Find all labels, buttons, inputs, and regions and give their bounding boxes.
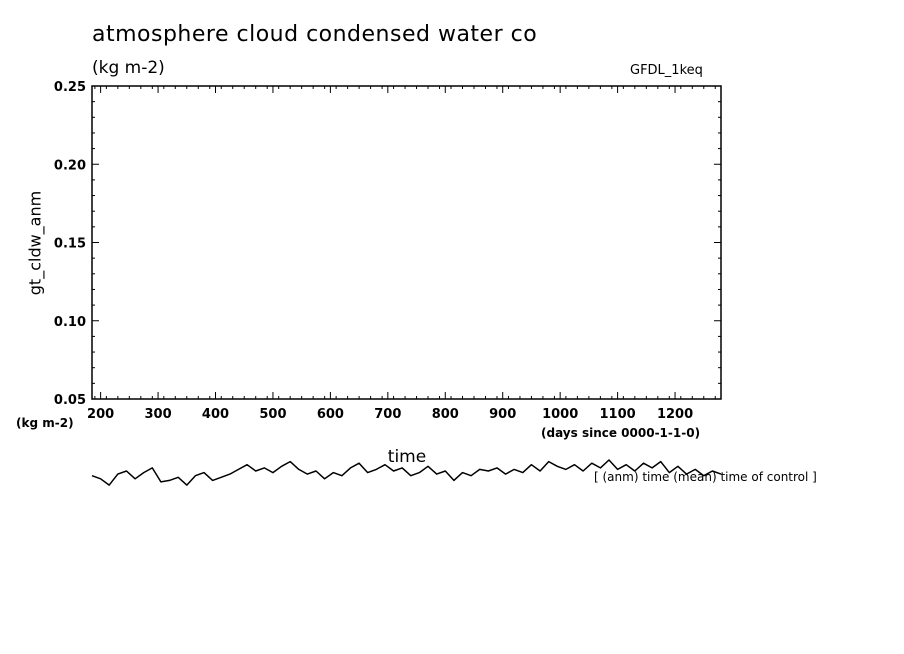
x-tick-label: 700: [374, 407, 401, 422]
series-group: [91, 459, 722, 486]
footnote: [ (anm) time (mean) time of control ]: [594, 470, 817, 484]
x-tick-label: 300: [144, 407, 171, 422]
y-tick-label: 0.05: [54, 393, 86, 408]
axis-ticks: 200 300 400 500 600 700 800 900 1000 1100 1200 0.05…: [54, 80, 721, 422]
x-tick-label: 500: [259, 407, 286, 422]
model-label: GFDL_1keq: [630, 63, 703, 78]
chart-unit: (kg m-2): [92, 58, 165, 78]
y-tick-label: 0.25: [54, 80, 86, 95]
y-tick-label: 0.20: [54, 158, 86, 173]
x-tick-label: 200: [87, 407, 114, 422]
series-line-0: [91, 459, 722, 486]
x-tick-label: 400: [202, 407, 229, 422]
x-axis-unit: (days since 0000-1-1-0): [541, 426, 701, 440]
x-tick-label: 600: [317, 407, 344, 422]
chart-title: atmosphere cloud condensed water co: [92, 22, 538, 47]
y-tick-label: 0.10: [54, 315, 86, 330]
x-tick-label: 900: [489, 407, 516, 422]
x-tick-label: 800: [432, 407, 459, 422]
x-tick-label: 1000: [542, 407, 578, 422]
y-tick-label: 0.15: [54, 237, 86, 252]
plot-frame: [91, 85, 722, 400]
x-tick-label: 1100: [600, 407, 636, 422]
x-tick-label: 1200: [657, 407, 693, 422]
x-axis-label: time: [387, 447, 427, 467]
y-axis-unit: (kg m-2): [16, 416, 74, 430]
